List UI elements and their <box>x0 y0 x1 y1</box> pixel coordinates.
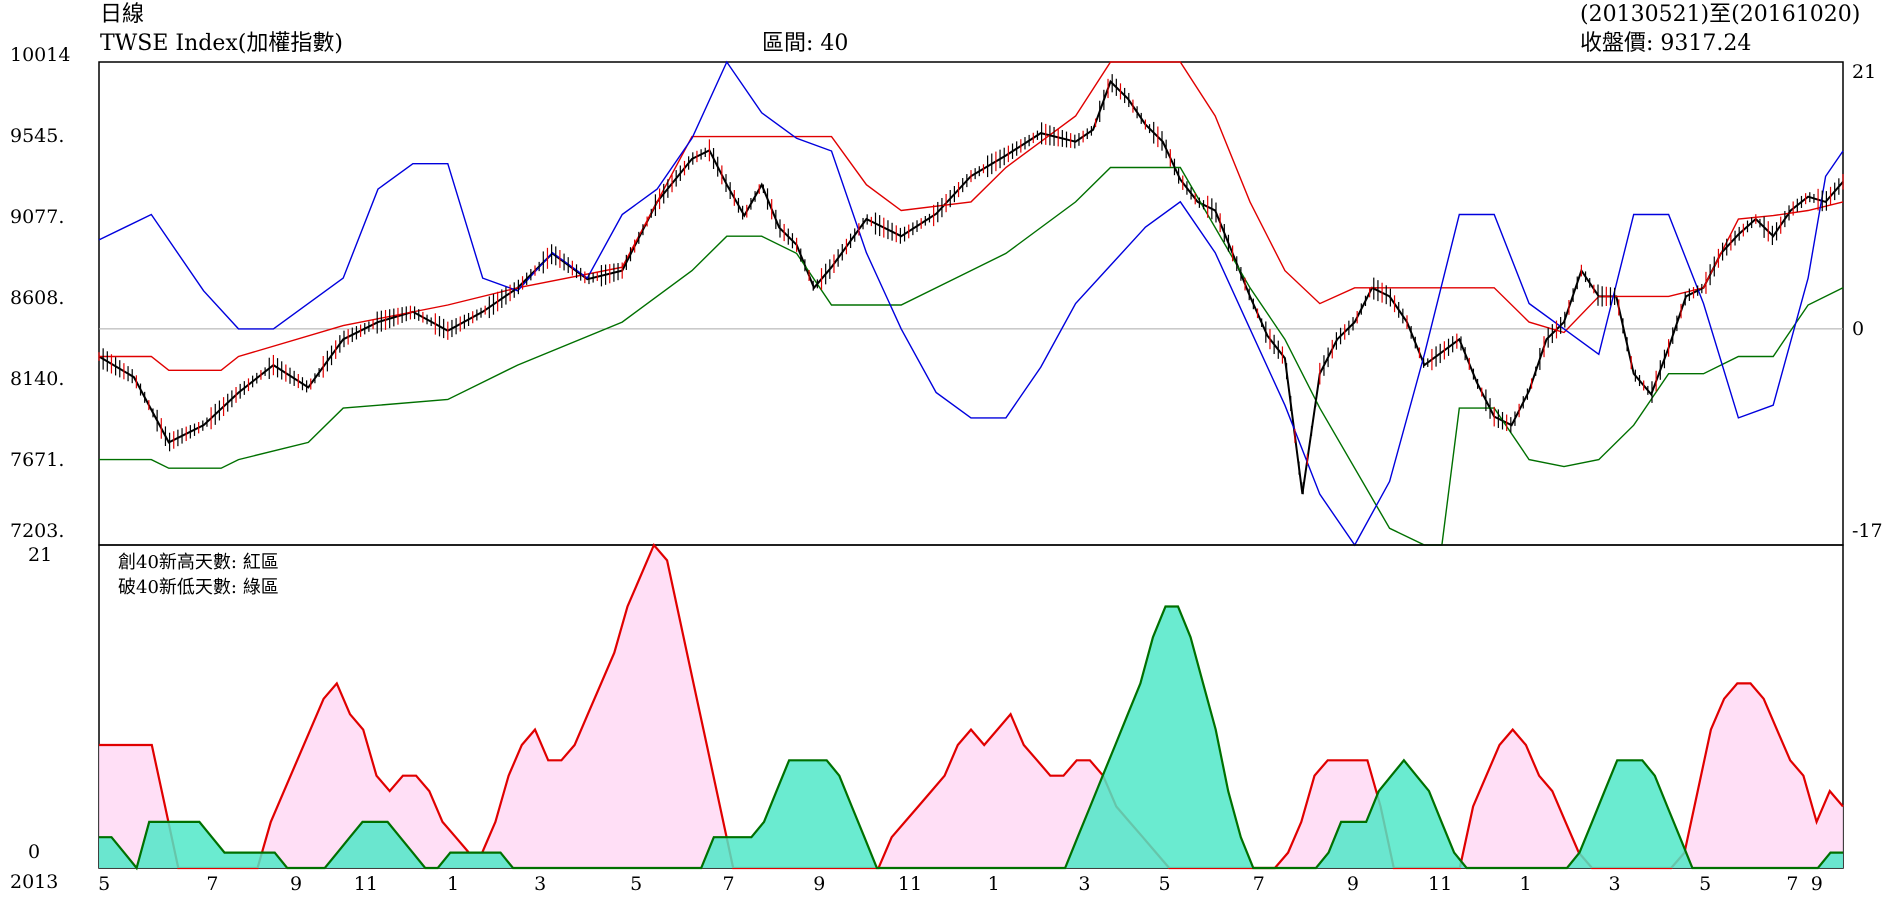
y-tick-left-5: 7671. <box>10 449 65 471</box>
legend-new-low: 破40新低天數: 綠區 <box>118 577 279 598</box>
y-tick-right-2: -17 <box>1852 520 1883 542</box>
price-panel-frame <box>98 61 1844 546</box>
x-tick-label: 3 <box>1608 873 1621 895</box>
area-line-new-high-days <box>99 542 1844 870</box>
y-tick-left-1: 9545. <box>10 125 65 147</box>
price-panel <box>98 60 1844 547</box>
x-tick-label: 11 <box>353 873 378 895</box>
x-tick-label: 9 <box>290 873 303 895</box>
area-line-new-low-days <box>99 605 1843 871</box>
area-fill-new-low-days <box>99 606 1843 868</box>
x-tick-label: 9 <box>1810 873 1823 895</box>
y-tick-right-0: 21 <box>1852 61 1877 83</box>
x-tick-label: 11 <box>897 873 923 895</box>
x-tick-label: 5 <box>98 873 111 895</box>
index-name: TWSE Index(加權指數) <box>100 31 343 56</box>
lower-y-tick-1: 0 <box>28 841 41 863</box>
y-tick-left-0: 10014 <box>10 44 71 66</box>
interval-label: 區間: 40 <box>762 31 849 56</box>
x-tick-label: 7 <box>1252 873 1265 895</box>
new-high-low-panel <box>98 542 1844 871</box>
y-tick-left-3: 8608. <box>10 287 65 309</box>
area-fill-new-high-days <box>99 545 1843 868</box>
date-range: (20130521)至(20161020) <box>1580 2 1861 27</box>
x-tick-label: 9 <box>1346 873 1359 895</box>
x-tick-label: 5 <box>1699 873 1712 895</box>
x-tick-label: 5 <box>630 873 643 895</box>
series-price <box>98 79 1844 495</box>
x-tick-label: 1 <box>446 873 460 895</box>
series-lower-band <box>99 166 1844 546</box>
x-tick-label: 7 <box>206 873 219 895</box>
x-tick-label: 5 <box>1158 873 1171 895</box>
x-tick-label: 3 <box>534 873 547 895</box>
x-tick-year: 2013 <box>10 871 59 893</box>
x-tick-label: 7 <box>1786 873 1799 895</box>
y-tick-left-2: 9077. <box>10 206 65 228</box>
legend-new-high: 創40新高天數: 紅區 <box>118 552 279 573</box>
x-tick-label: 1 <box>987 873 1000 895</box>
x-tick-label: 7 <box>722 873 735 895</box>
y-tick-left-4: 8140. <box>10 368 65 390</box>
x-tick-label: 1 <box>1519 873 1532 895</box>
y-tick-left-6: 7203. <box>10 520 65 542</box>
price-candles <box>98 74 1844 495</box>
period-label: 日線 <box>100 2 145 27</box>
series-diff-line-right-axis <box>98 60 1844 547</box>
close-price-label: 收盤價: 9317.24 <box>1580 31 1752 56</box>
x-tick-label: 3 <box>1078 873 1091 895</box>
lower-y-tick-0: 21 <box>28 544 53 566</box>
series-upper-band <box>99 61 1844 371</box>
x-tick-label: 9 <box>813 873 826 895</box>
y-tick-right-1: 0 <box>1852 318 1865 340</box>
x-tick-label: 11 <box>1428 873 1453 895</box>
